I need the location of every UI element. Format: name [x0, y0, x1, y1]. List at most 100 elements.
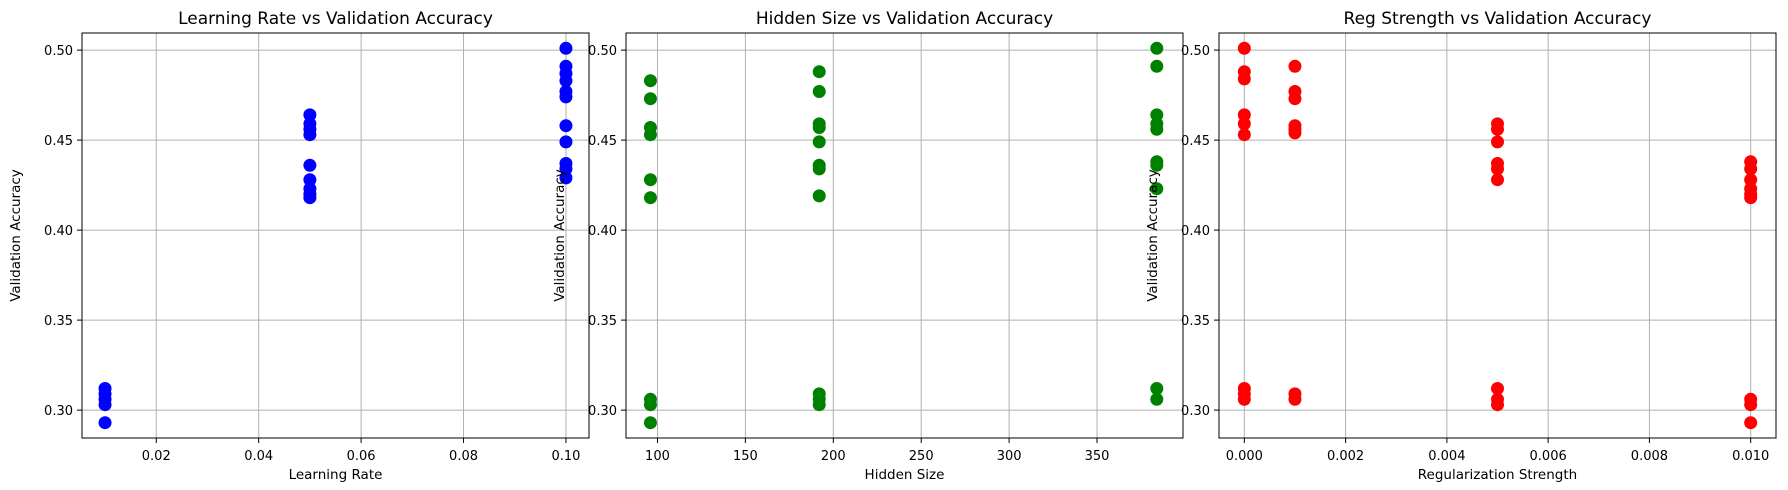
x-tick-label: 250 [909, 449, 934, 464]
x-axis-label: Hidden Size [865, 467, 945, 483]
data-point [1150, 41, 1164, 55]
data-point [1288, 392, 1302, 406]
data-point [1237, 72, 1251, 86]
data-point [1150, 59, 1164, 73]
data-point [643, 173, 657, 187]
x-tick-label: 0.06 [347, 449, 376, 464]
data-point [303, 108, 317, 122]
x-tick-label: 100 [645, 449, 670, 464]
y-tick-label: 0.45 [1181, 134, 1210, 149]
data-point [812, 398, 826, 412]
data-point [643, 191, 657, 205]
y-tick-label: 0.45 [588, 134, 617, 149]
y-tick-label: 0.30 [588, 404, 617, 419]
data-point [812, 121, 826, 134]
x-tick-label: 300 [997, 449, 1022, 464]
data-point [1491, 135, 1504, 149]
y-tick-label: 0.35 [1181, 314, 1210, 329]
data-point [1237, 117, 1251, 131]
data-point [559, 119, 573, 133]
x-tick-label: 0.008 [1631, 449, 1668, 464]
data-point [559, 171, 573, 185]
data-point [812, 162, 826, 176]
x-tick-label: 0.02 [142, 449, 171, 464]
y-tick-label: 0.50 [44, 44, 73, 59]
y-tick-label: 0.50 [588, 44, 617, 59]
plot-frame [625, 32, 1184, 439]
data-point [1744, 173, 1758, 187]
y-axis-label: Validation Accuracy [552, 169, 568, 302]
grid-lines [1219, 33, 1776, 438]
data-point [98, 398, 112, 412]
data-point [643, 416, 657, 430]
data-point [1237, 128, 1251, 142]
data-point [1491, 122, 1504, 136]
grid-lines [626, 33, 1183, 438]
grid-lines [82, 33, 589, 438]
data-point [1491, 173, 1504, 187]
chart-panel-3: 0.000 0.002 0.004 0.006 0.008 0.010 0.30 0.35 0.… [1145, 9, 1777, 483]
y-axis-label: Validation Accuracy [1145, 169, 1161, 302]
scatter-points [1237, 41, 1758, 430]
data-point [1744, 398, 1758, 412]
data-point [1150, 122, 1164, 136]
data-point [1150, 392, 1164, 406]
data-point [1491, 382, 1504, 395]
data-point [1744, 416, 1758, 430]
data-point [1288, 126, 1302, 140]
data-point [559, 90, 573, 104]
data-point [643, 128, 657, 142]
data-point [1744, 162, 1758, 176]
data-point [303, 191, 317, 205]
x-tick-label: 0.000 [1226, 449, 1263, 464]
chart-panel-2: 100 150 200 250 300 350 0.30 0.35 0.40 0.45 0.50 Hi… [552, 9, 1184, 483]
data-point [1491, 398, 1504, 412]
data-point [1150, 108, 1164, 122]
data-point [559, 162, 573, 176]
data-point [1491, 162, 1504, 176]
x-tick-label: 150 [733, 449, 758, 464]
y-tick-label: 0.50 [1181, 44, 1210, 59]
x-tick-label: 0.04 [244, 449, 273, 464]
data-point [812, 135, 826, 149]
x-tick-label: 0.004 [1428, 449, 1465, 464]
y-tick-label: 0.35 [588, 314, 617, 329]
data-point [559, 135, 573, 149]
chart-title: Hidden Size vs Validation Accuracy [756, 9, 1053, 29]
data-point [98, 416, 112, 430]
data-point [643, 398, 657, 412]
data-point [1237, 108, 1251, 122]
data-point [643, 74, 657, 88]
x-axis-label: Regularization Strength [1418, 467, 1577, 483]
x-tick-label: 350 [1085, 449, 1110, 464]
data-point [303, 158, 317, 172]
scatter-points [643, 41, 1164, 430]
y-tick-label: 0.30 [1181, 404, 1210, 419]
y-tick-label: 0.45 [44, 134, 73, 149]
data-point [1150, 382, 1164, 395]
data-point [1150, 182, 1164, 196]
y-tick-label: 0.40 [44, 224, 73, 239]
x-tick-label: 0.006 [1530, 449, 1567, 464]
y-axis-label: Validation Accuracy [8, 169, 24, 302]
x-axis-label: Learning Rate [289, 467, 383, 483]
x-tick-label: 200 [821, 449, 846, 464]
plot-frame [81, 32, 590, 439]
data-point [1744, 191, 1758, 205]
chart-title: Learning Rate vs Validation Accuracy [178, 9, 493, 29]
x-tick-label: 0.08 [449, 449, 478, 464]
x-tick-label: 0.002 [1327, 449, 1364, 464]
data-point [1288, 92, 1302, 106]
data-point [643, 92, 657, 106]
data-point [559, 74, 573, 88]
chart-panel-1: 0.02 0.04 0.06 0.08 0.10 0.30 0.35 0.40 0.45 0.50… [8, 9, 590, 483]
data-point [1288, 59, 1302, 73]
y-tick-label: 0.40 [588, 224, 617, 239]
y-tick-label: 0.35 [44, 314, 73, 329]
data-point [1150, 158, 1164, 172]
y-tick-label: 0.40 [1181, 224, 1210, 239]
data-point [1237, 41, 1251, 55]
plot-frame [1218, 32, 1777, 439]
data-point [303, 128, 317, 142]
